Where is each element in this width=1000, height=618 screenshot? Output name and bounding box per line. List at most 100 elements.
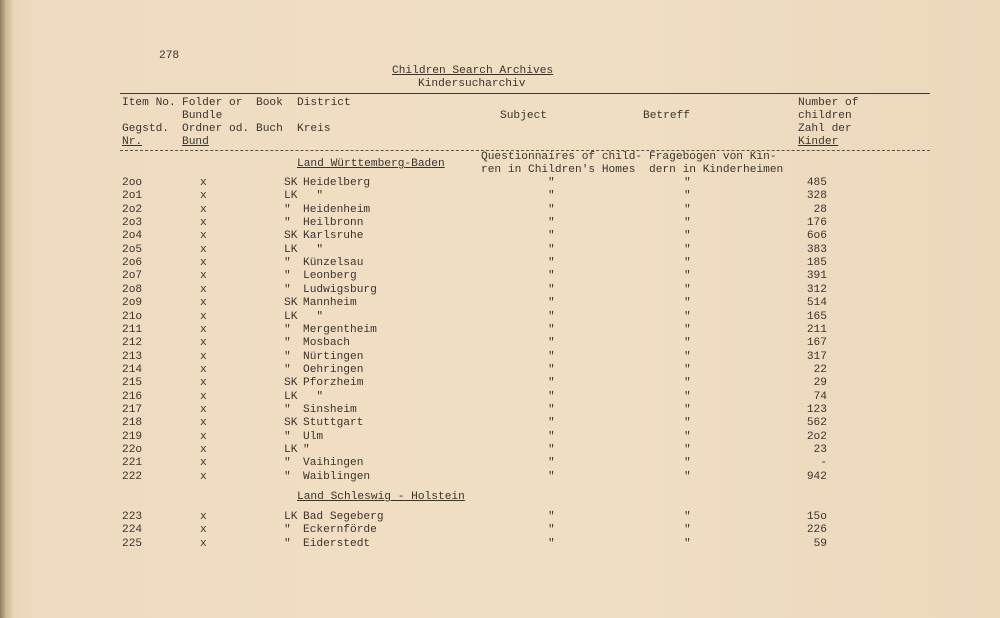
item-number: 221: [122, 457, 143, 469]
subject-ditto: ": [548, 177, 555, 189]
betreff-ditto: ": [684, 284, 691, 296]
folder-mark: x: [200, 270, 207, 282]
district-type: LK: [284, 311, 298, 323]
children-count: 514: [806, 297, 827, 309]
betreff-ditto: ": [684, 351, 691, 363]
item-number: 2o1: [122, 190, 143, 202]
district-name: Heidelberg: [303, 177, 371, 189]
folder-mark: x: [200, 257, 207, 269]
subject-ditto: ": [548, 471, 555, 483]
section-subject: Questionnaires of child-: [481, 151, 643, 163]
item-number: 223: [122, 511, 143, 523]
subject-ditto: ": [548, 377, 555, 389]
folder-mark: x: [200, 284, 207, 296]
folder-mark: x: [200, 431, 207, 443]
district-type: ": [284, 351, 291, 363]
district-name: Stuttgart: [303, 417, 364, 429]
betreff-ditto: ": [684, 364, 691, 376]
betreff-ditto: ": [684, 404, 691, 416]
folder-mark: x: [200, 417, 207, 429]
betreff-ditto: ": [684, 204, 691, 216]
district-type: ": [284, 337, 291, 349]
district-name: ": [303, 190, 324, 202]
subject-ditto: ": [548, 217, 555, 229]
children-count: 942: [806, 471, 827, 483]
section-subject: ren in Children's Homes: [481, 164, 636, 176]
district-type: ": [284, 457, 291, 469]
item-number: 225: [122, 538, 143, 550]
header-count: Number of: [798, 97, 859, 109]
folder-mark: x: [200, 404, 207, 416]
item-number: 21o: [122, 311, 143, 323]
district-name: Künzelsau: [303, 257, 364, 269]
children-count: 328: [806, 190, 827, 202]
district-type: ": [284, 364, 291, 376]
children-count: 23: [813, 444, 827, 456]
district-type: ": [284, 431, 291, 443]
children-count: 6o6: [806, 230, 827, 242]
item-number: 211: [122, 324, 143, 336]
betreff-ditto: ": [684, 311, 691, 323]
children-count: 211: [806, 324, 827, 336]
district-name: Mergentheim: [303, 324, 377, 336]
subject-ditto: ": [548, 297, 555, 309]
folder-mark: x: [200, 190, 207, 202]
folder-mark: x: [200, 538, 207, 550]
subject-ditto: ": [548, 457, 555, 469]
betreff-ditto: ": [684, 177, 691, 189]
header-folder: Ordner od.: [182, 123, 250, 135]
district-type: SK: [284, 377, 298, 389]
children-count: 123: [806, 404, 827, 416]
betreff-ditto: ": [684, 431, 691, 443]
betreff-ditto: ": [684, 471, 691, 483]
subject-ditto: ": [548, 190, 555, 202]
item-number: 222: [122, 471, 143, 483]
betreff-ditto: ": [684, 538, 691, 550]
item-number: 2o9: [122, 297, 143, 309]
folder-mark: x: [200, 217, 207, 229]
section-betreff: dern in Kinderheimen: [649, 164, 784, 176]
district-name: Mosbach: [303, 337, 350, 349]
header-count: children: [798, 110, 852, 122]
district-name: Eiderstedt: [303, 538, 371, 550]
children-count: 391: [806, 270, 827, 282]
item-number: 2o4: [122, 230, 143, 242]
district-name: Oehringen: [303, 364, 364, 376]
folder-mark: x: [200, 524, 207, 536]
folder-mark: x: [200, 444, 207, 456]
children-count: 485: [806, 177, 827, 189]
children-count: 562: [806, 417, 827, 429]
header-top-rule: [120, 93, 930, 94]
folder-mark: x: [200, 177, 207, 189]
document-subtitle: Kindersucharchiv: [418, 78, 526, 90]
header-folder: Bund: [182, 136, 209, 148]
header-count: Zahl der: [798, 123, 852, 135]
children-count: 317: [806, 351, 827, 363]
subject-ditto: ": [548, 311, 555, 323]
betreff-ditto: ": [684, 444, 691, 456]
children-count: 185: [806, 257, 827, 269]
item-number: 219: [122, 431, 143, 443]
header-book: Buch: [256, 123, 283, 135]
district-name: Sinsheim: [303, 404, 357, 416]
folder-mark: x: [200, 377, 207, 389]
subject-ditto: ": [548, 324, 555, 336]
district-name: Ulm: [303, 431, 324, 443]
district-type: LK: [284, 511, 298, 523]
item-number: 216: [122, 391, 143, 403]
betreff-ditto: ": [684, 457, 691, 469]
item-number: 2o2: [122, 204, 143, 216]
subject-ditto: ": [548, 524, 555, 536]
district-type: LK: [284, 391, 298, 403]
header-bottom-rule: [120, 150, 930, 151]
folder-mark: x: [200, 351, 207, 363]
subject-ditto: ": [548, 244, 555, 256]
subject-ditto: ": [548, 431, 555, 443]
children-count: 176: [806, 217, 827, 229]
folder-mark: x: [200, 311, 207, 323]
district-type: ": [284, 270, 291, 282]
folder-mark: x: [200, 204, 207, 216]
betreff-ditto: ": [684, 270, 691, 282]
page-number: 278: [159, 50, 180, 62]
subject-ditto: ": [548, 391, 555, 403]
